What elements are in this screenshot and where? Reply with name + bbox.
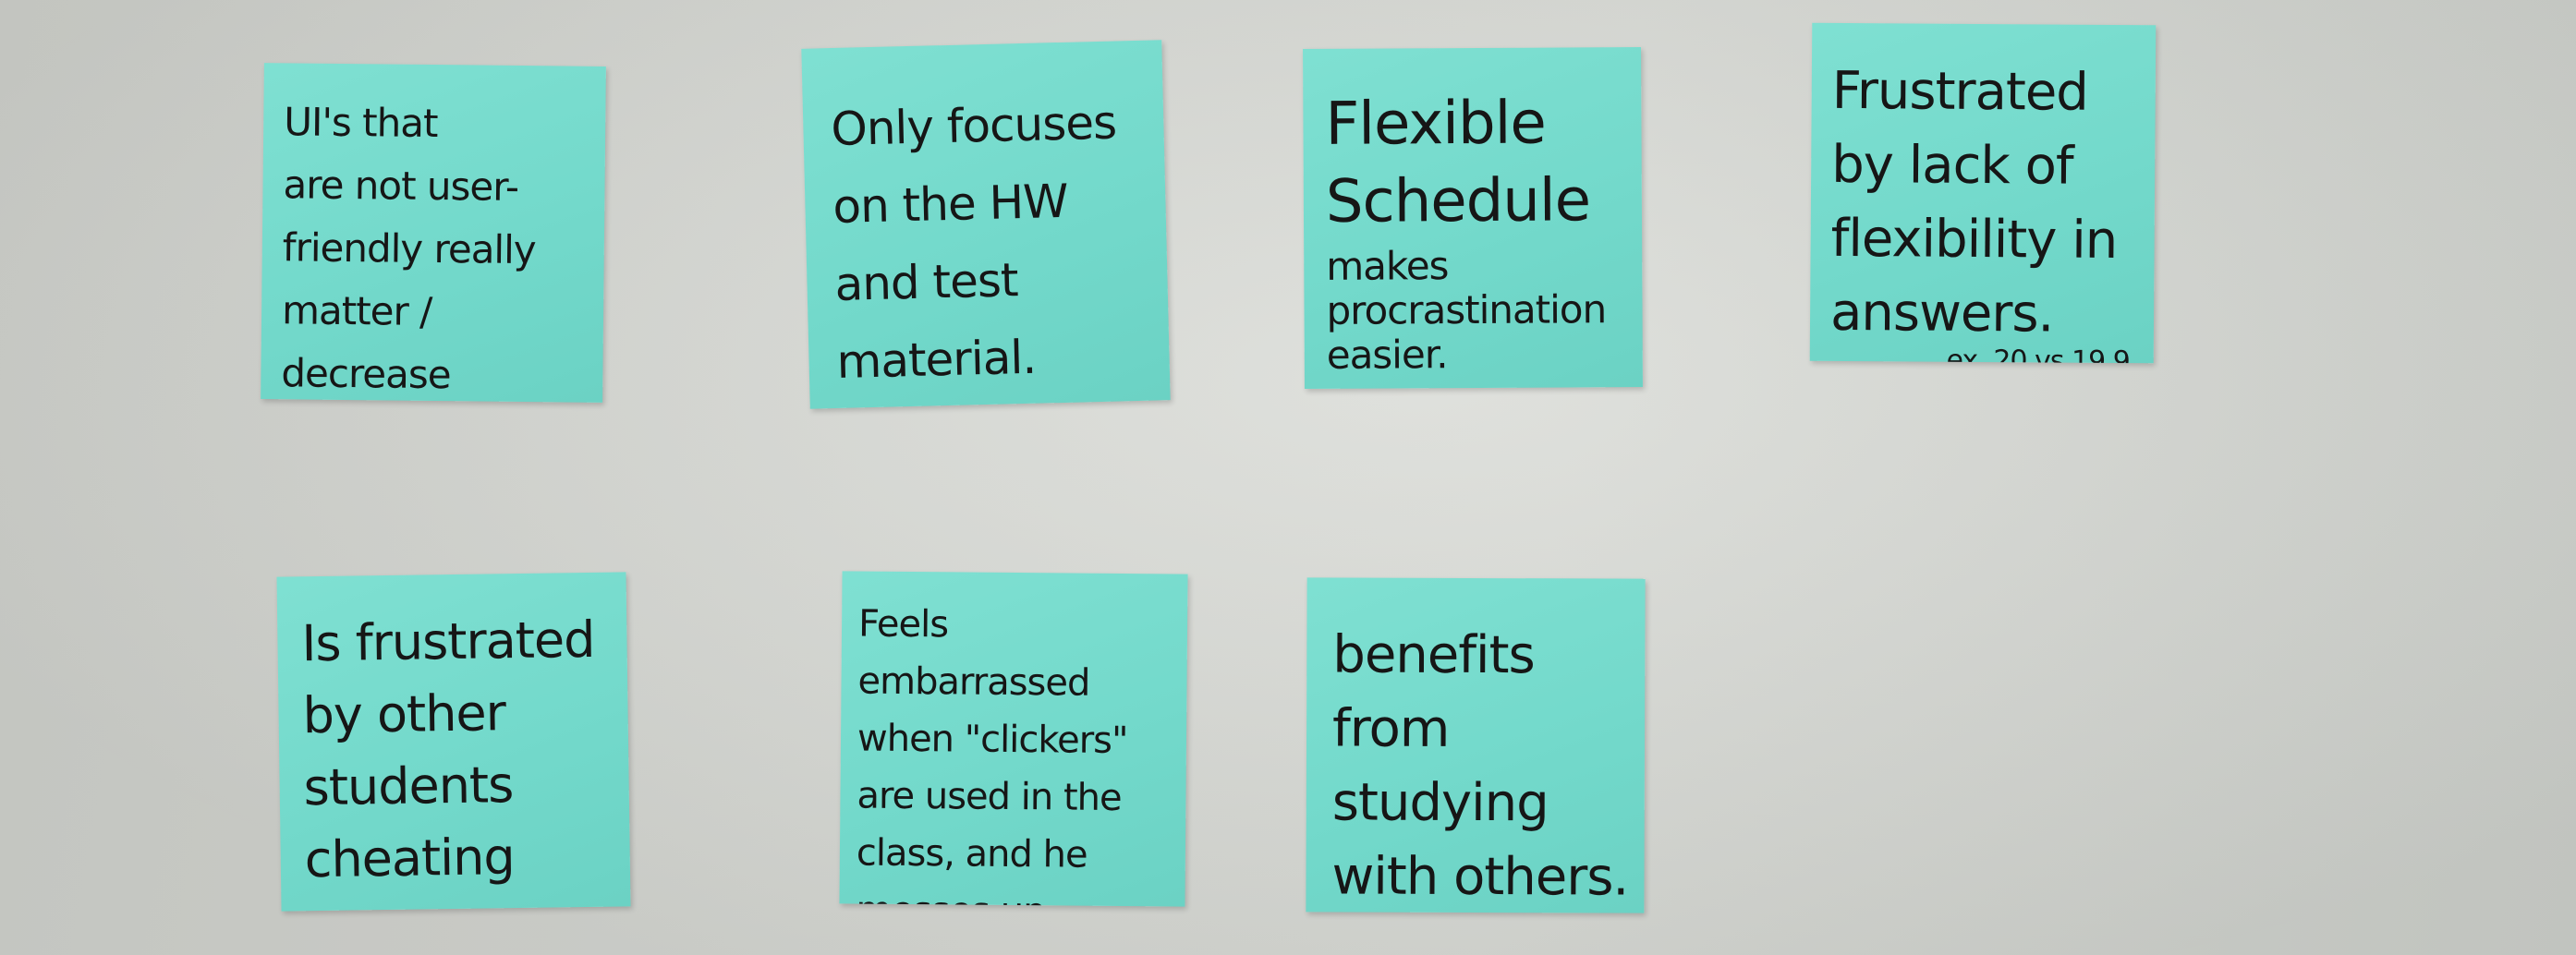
note-text: Frustrated by lack of flexibility in ans… (1829, 60, 2118, 345)
note-text: UI's that are not user- friendly really … (281, 99, 536, 398)
note-text: Feels embarrassed when "clickers" are us… (856, 602, 1128, 907)
sticky-note-frustrated-flexibility[interactable]: Frustrated by lack of flexibility in ans… (1809, 22, 2157, 364)
note-text: Is frustrated by other students cheating (301, 610, 595, 889)
note-text: benefits from studying with others. (1331, 624, 1629, 908)
sticky-note-clickers[interactable]: Feels embarrassed when "clickers" are us… (839, 571, 1188, 907)
note-text: Flexible Schedule (1325, 89, 1591, 236)
sticky-note-focus-hw[interactable]: Only focuses on the HW and test material… (801, 40, 1171, 409)
note-text: Only focuses on the HW and test material… (830, 95, 1117, 389)
note-subtext: makes procrastination easier. (1326, 243, 1607, 378)
sticky-note-flexible-schedule[interactable]: Flexible Schedule makes procrastination … (1303, 47, 1643, 389)
sticky-note-ui-user-friendly[interactable]: UI's that are not user- friendly really … (261, 63, 606, 403)
sticky-note-studying-with-others[interactable]: benefits from studying with others. (1306, 577, 1646, 913)
sticky-note-cheating[interactable]: Is frustrated by other students cheating (276, 572, 631, 912)
